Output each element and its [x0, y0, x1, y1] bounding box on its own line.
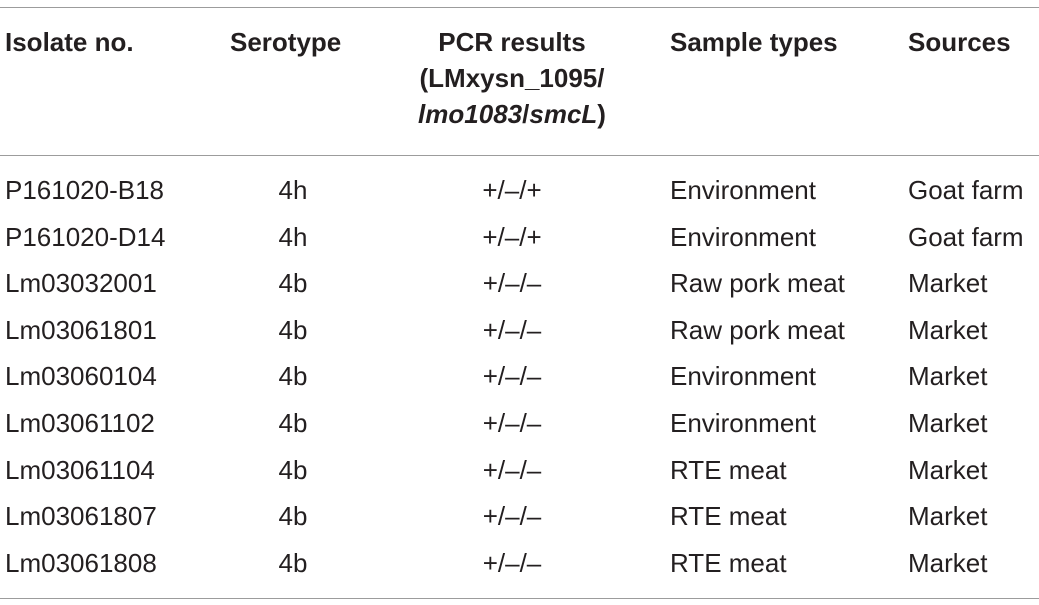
- cell-pcr-results: +/–/–: [482, 454, 542, 485]
- cell-pcr-results: +/–/–: [482, 501, 542, 532]
- cell-pcr-results: +/–/–: [482, 547, 542, 578]
- table-header-rule: [0, 155, 1039, 156]
- cell-source: Market: [908, 547, 988, 578]
- cell-isolate-no: Lm03061808: [5, 547, 157, 578]
- cell-serotype: 4b: [278, 454, 308, 485]
- cell-pcr-results: +/–/+: [482, 175, 542, 205]
- table-row: Lm03032001 4b +/–/– Raw pork meat Market: [0, 260, 1039, 306]
- table-row: Lm03061807 4b +/–/– RTE meat Market: [0, 493, 1039, 539]
- table-row: Lm03061104 4b +/–/– RTE meat Market: [0, 447, 1039, 493]
- cell-pcr-results: +/–/–: [482, 361, 542, 392]
- cell-source: Goat farm: [908, 175, 1024, 205]
- cell-isolate-no: Lm03061104: [5, 454, 155, 485]
- cell-pcr-results: +/–/–: [482, 268, 542, 299]
- cell-serotype: 4b: [278, 547, 308, 578]
- cell-source: Market: [908, 501, 988, 532]
- cell-sample-type: Raw pork meat: [670, 268, 845, 299]
- header-pcr-results: PCR results (LMxysn_1095/ lmo1083/smcL): [362, 24, 662, 132]
- table-row: Lm03061102 4b +/–/– Environment Market: [0, 400, 1039, 446]
- table-row: Lm03061808 4b +/–/– RTE meat Market: [0, 540, 1039, 586]
- cell-source: Market: [908, 454, 988, 485]
- cell-serotype: 4b: [278, 268, 308, 299]
- cell-serotype: 4b: [278, 314, 308, 345]
- cell-sample-type: RTE meat: [670, 454, 787, 485]
- table-row: P161020-D14 4h +/–/+ Environment Goat farm: [0, 214, 1039, 260]
- cell-pcr-results: +/–/–: [482, 314, 542, 345]
- header-pcr-line1: PCR results: [438, 27, 586, 57]
- header-sources: Sources: [908, 27, 1011, 57]
- header-pcr-line3: lmo1083/smcL): [362, 96, 662, 132]
- cell-serotype: 4b: [278, 408, 308, 438]
- cell-serotype: 4h: [278, 175, 308, 205]
- header-pcr-close-paren: ): [597, 99, 606, 129]
- header-serotype: Serotype: [230, 27, 342, 57]
- cell-pcr-results: +/–/+: [482, 221, 542, 252]
- cell-isolate-no: Lm03061807: [5, 501, 157, 532]
- cell-isolate-no: Lm03061801: [5, 314, 157, 345]
- table-row: Lm03061801 4b +/–/– Raw pork meat Market: [0, 307, 1039, 353]
- cell-sample-type: Environment: [670, 175, 816, 205]
- cell-source: Market: [908, 361, 988, 392]
- cell-sample-type: Environment: [670, 408, 816, 438]
- header-pcr-separator: /: [522, 99, 530, 129]
- cell-source: Market: [908, 268, 988, 299]
- cell-isolate-no: Lm03060104: [5, 361, 157, 392]
- cell-isolate-no: P161020-B18: [5, 175, 165, 205]
- cell-serotype: 4b: [278, 501, 308, 532]
- cell-isolate-no: Lm03032001: [5, 268, 157, 299]
- cell-sample-type: Environment: [670, 361, 816, 392]
- cell-sample-type: Environment: [670, 221, 816, 252]
- table-bottom-rule: [0, 598, 1039, 599]
- cell-sample-type: Raw pork meat: [670, 314, 845, 345]
- cell-source: Goat farm: [908, 221, 1024, 252]
- header-pcr-gene-lmo1083: lmo1083: [418, 99, 523, 129]
- cell-isolate-no: Lm03061102: [5, 408, 155, 438]
- cell-source: Market: [908, 408, 988, 438]
- cell-sample-type: RTE meat: [670, 547, 787, 578]
- cell-source: Market: [908, 314, 988, 345]
- table-row: Lm03060104 4b +/–/– Environment Market: [0, 353, 1039, 399]
- header-pcr-gene-smcl: smcL: [529, 99, 598, 129]
- table-top-rule: [0, 7, 1039, 8]
- header-isolate-no: Isolate no.: [5, 27, 134, 57]
- header-pcr-line2: (LMxysn_1095/: [419, 63, 605, 93]
- cell-serotype: 4b: [278, 361, 308, 392]
- cell-isolate-no: P161020-D14: [5, 221, 166, 252]
- table-row: P161020-B18 4h +/–/+ Environment Goat farm: [0, 167, 1039, 213]
- cell-pcr-results: +/–/–: [482, 408, 542, 438]
- header-sample-types: Sample types: [670, 27, 838, 57]
- cell-serotype: 4h: [278, 221, 308, 252]
- cell-sample-type: RTE meat: [670, 501, 787, 532]
